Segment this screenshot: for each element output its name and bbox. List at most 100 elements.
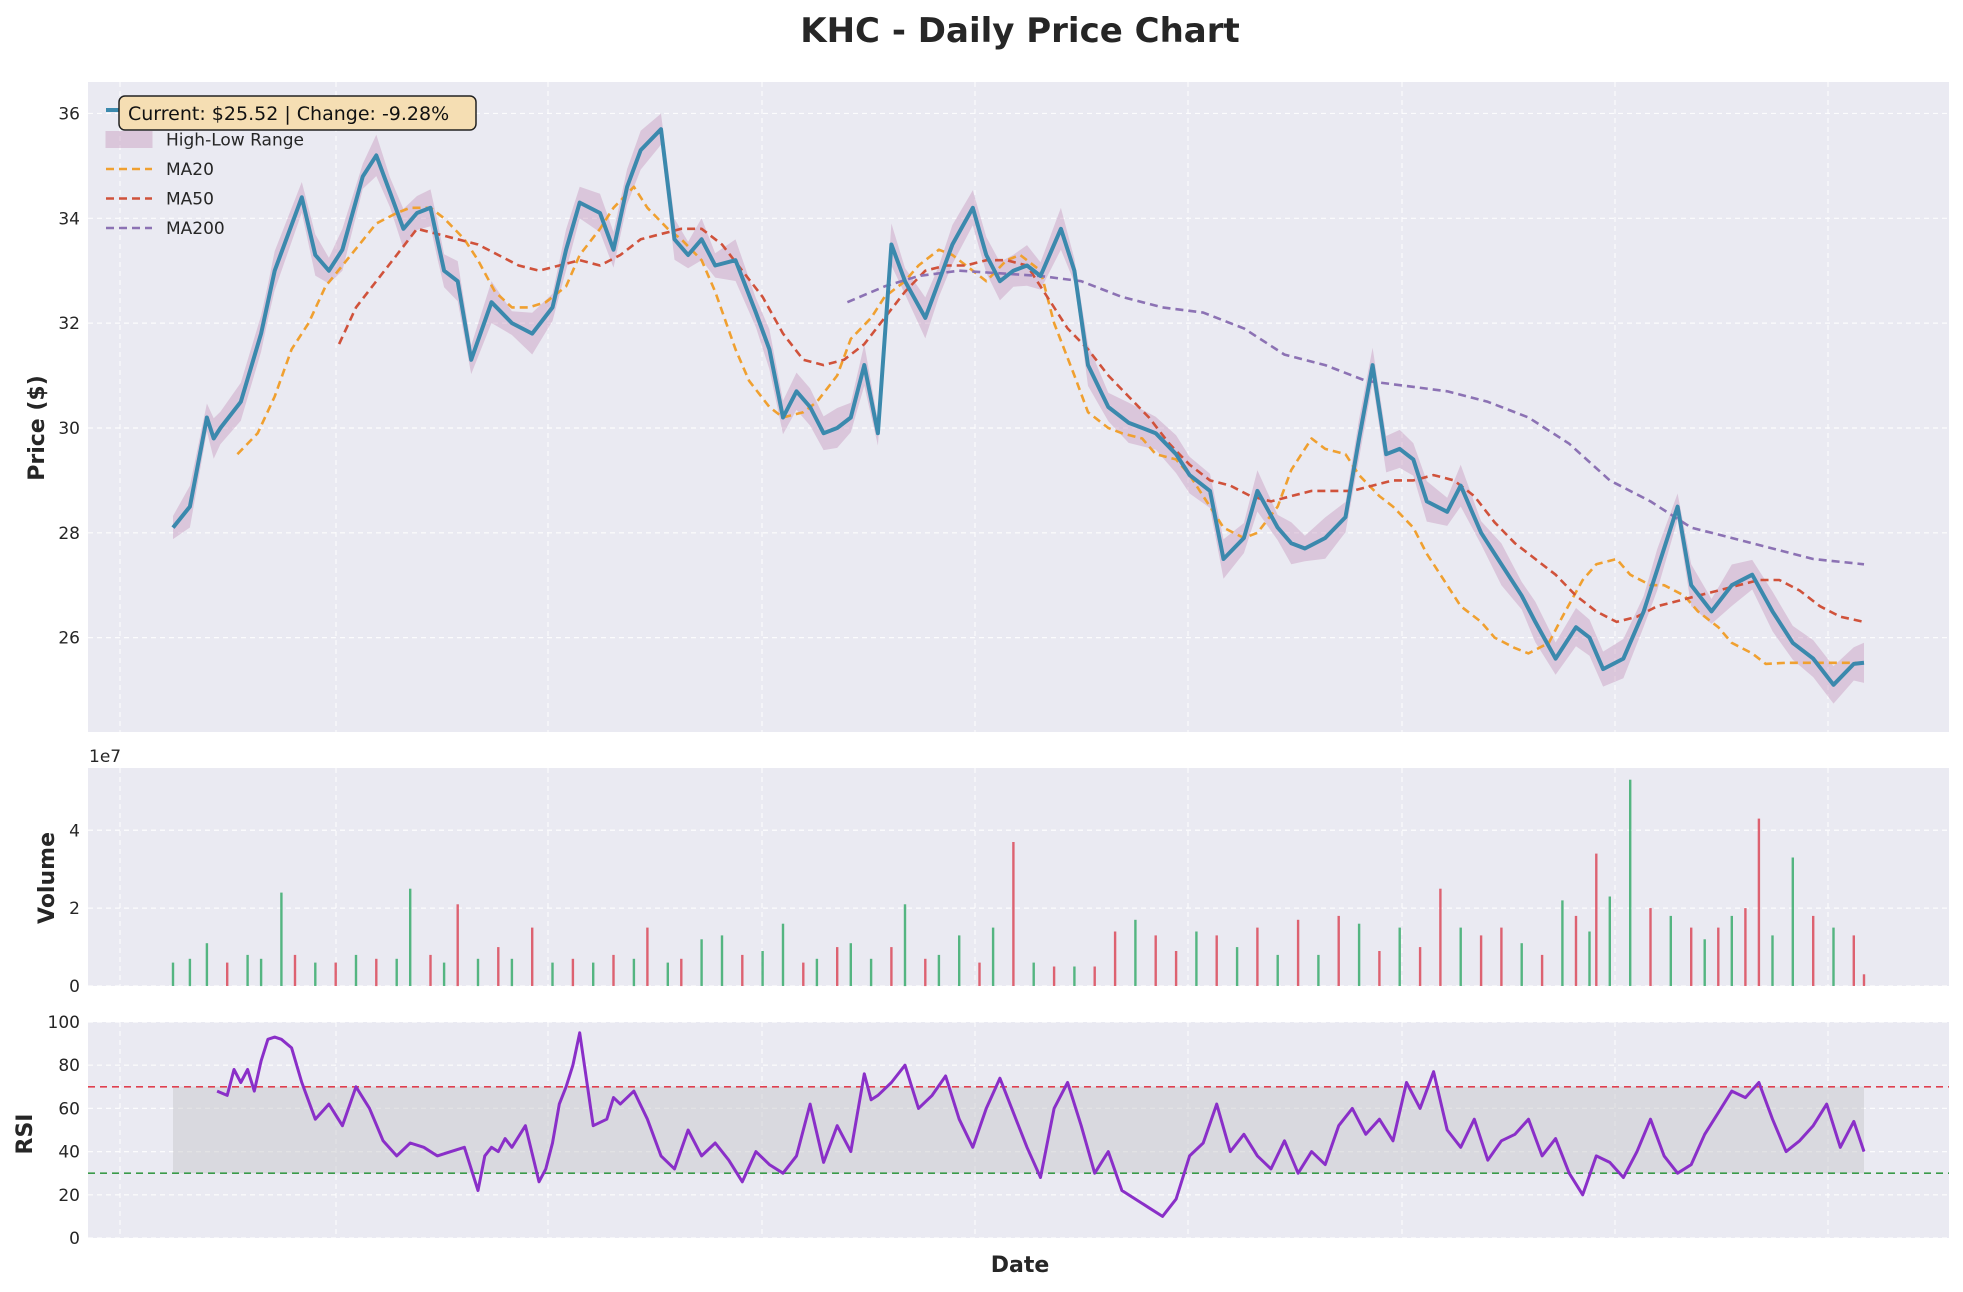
rsi-y-ticks: 0 20 40 60 80 100 bbox=[48, 1013, 80, 1249]
rsi-y-tick-label: 100 bbox=[48, 1013, 80, 1033]
volume-bar bbox=[1337, 915, 1340, 986]
volume-bar bbox=[1608, 896, 1611, 986]
volume-bar bbox=[205, 943, 209, 986]
legend-entry-label: MA20 bbox=[166, 160, 214, 180]
price-y-tick-label: 28 bbox=[58, 524, 80, 544]
vol-y-tick-label: 4 bbox=[69, 821, 80, 841]
volume-bar bbox=[1174, 951, 1178, 986]
volume-bar bbox=[1418, 947, 1422, 986]
volume-bar bbox=[1717, 927, 1720, 986]
volume-bar bbox=[1649, 908, 1652, 986]
volume-bar bbox=[666, 962, 669, 986]
volume-bar bbox=[171, 962, 175, 986]
price-y-axis-label: Price ($) bbox=[25, 375, 50, 481]
volume-bar bbox=[836, 947, 839, 986]
volume-bar bbox=[280, 892, 283, 986]
volume-bar bbox=[632, 958, 636, 987]
volume-bar bbox=[1154, 935, 1157, 986]
volume-bar bbox=[1195, 931, 1198, 986]
volume-bar bbox=[1595, 853, 1598, 986]
volume-bar bbox=[1439, 888, 1442, 986]
rsi-series-line bbox=[216, 1031, 1866, 1218]
info-box-text: Current: $25.52 | Change: -9.28% bbox=[128, 103, 449, 125]
volume-bar bbox=[991, 927, 995, 986]
volume-bar bbox=[1771, 935, 1774, 986]
volume-bar bbox=[1134, 919, 1137, 986]
volume-bar bbox=[890, 947, 893, 986]
volume-bar bbox=[395, 958, 398, 987]
volume-bar bbox=[741, 954, 744, 986]
volume-bar bbox=[571, 958, 575, 987]
volume-bar bbox=[1574, 915, 1578, 986]
volume-bar bbox=[226, 962, 229, 986]
volume-bar bbox=[551, 962, 554, 986]
rsi-neutral-band bbox=[173, 1086, 1864, 1174]
volume-bar bbox=[1012, 842, 1015, 986]
volume-bar bbox=[334, 962, 337, 986]
volume-bar bbox=[442, 962, 446, 986]
vol-y-tick-label: 0 bbox=[69, 977, 80, 997]
volume-bar bbox=[1032, 962, 1035, 986]
ma20-line bbox=[236, 185, 1864, 666]
rsi-y-axis-label: RSI bbox=[13, 1114, 38, 1155]
legend-entry-label: MA200 bbox=[166, 219, 225, 239]
volume-bar bbox=[314, 962, 317, 986]
volume-bar bbox=[1296, 919, 1300, 986]
volume-bar bbox=[720, 935, 724, 986]
volume-bar bbox=[1052, 966, 1056, 986]
volume-bar bbox=[1215, 935, 1218, 986]
volume-bar bbox=[815, 958, 819, 987]
volume-bar bbox=[1357, 923, 1361, 986]
volume-bar bbox=[1791, 857, 1794, 986]
volume-bar bbox=[1703, 939, 1706, 986]
volume-bar bbox=[259, 958, 263, 987]
info-box: Current: $25.52 | Change: -9.28% bbox=[118, 95, 477, 131]
volume-bar bbox=[937, 954, 941, 986]
volume-bar bbox=[531, 927, 534, 986]
price-y-tick-label: 26 bbox=[58, 629, 80, 649]
price-gridlines bbox=[88, 82, 1949, 732]
volume-bar bbox=[1744, 908, 1747, 986]
rsi-panel: 0 20 40 60 80 100 RSI Date bbox=[13, 1013, 1949, 1278]
volume-bars bbox=[171, 779, 1866, 987]
volume-bar bbox=[761, 951, 764, 986]
volume-bar bbox=[429, 954, 432, 986]
volume-bar bbox=[293, 954, 297, 986]
volume-bar bbox=[1852, 935, 1855, 986]
rsi-y-tick-label: 80 bbox=[58, 1056, 80, 1076]
volume-gridlines bbox=[88, 768, 1949, 987]
volume-bar bbox=[1479, 935, 1483, 986]
volume-bar bbox=[1690, 927, 1693, 986]
price-y-tick-label: 30 bbox=[58, 419, 80, 439]
price-lines bbox=[171, 127, 1865, 687]
volume-panel: 0 2 4 1e7 Volume bbox=[35, 747, 1949, 997]
rsi-y-tick-label: 60 bbox=[58, 1099, 80, 1119]
volume-bar bbox=[1669, 915, 1672, 986]
volume-bar bbox=[612, 954, 615, 986]
volume-bar bbox=[680, 958, 683, 987]
volume-bar bbox=[354, 954, 358, 986]
vol-y-tick-label: 2 bbox=[69, 899, 80, 919]
chart-title: KHC - Daily Price Chart bbox=[800, 11, 1240, 51]
close-price-line bbox=[171, 127, 1865, 687]
volume-bar bbox=[1093, 966, 1096, 986]
volume-bar bbox=[903, 904, 907, 987]
volume-bar bbox=[592, 962, 595, 986]
volume-bar bbox=[1256, 927, 1259, 986]
volume-bar bbox=[1276, 954, 1279, 986]
volume-y-ticks: 0 2 4 bbox=[69, 821, 80, 997]
volume-bar bbox=[1459, 927, 1462, 986]
volume-bar bbox=[802, 962, 805, 986]
volume-bar bbox=[1832, 927, 1835, 986]
volume-bar bbox=[1812, 915, 1815, 986]
volume-bar bbox=[646, 927, 649, 986]
volume-bar bbox=[1073, 966, 1076, 986]
volume-bar bbox=[1757, 818, 1761, 986]
volume-bar bbox=[958, 935, 961, 986]
volume-bar bbox=[849, 943, 852, 986]
volume-bar bbox=[1561, 900, 1564, 986]
volume-bar bbox=[188, 958, 192, 987]
volume-bar bbox=[246, 954, 249, 986]
volume-bar bbox=[1629, 779, 1632, 986]
